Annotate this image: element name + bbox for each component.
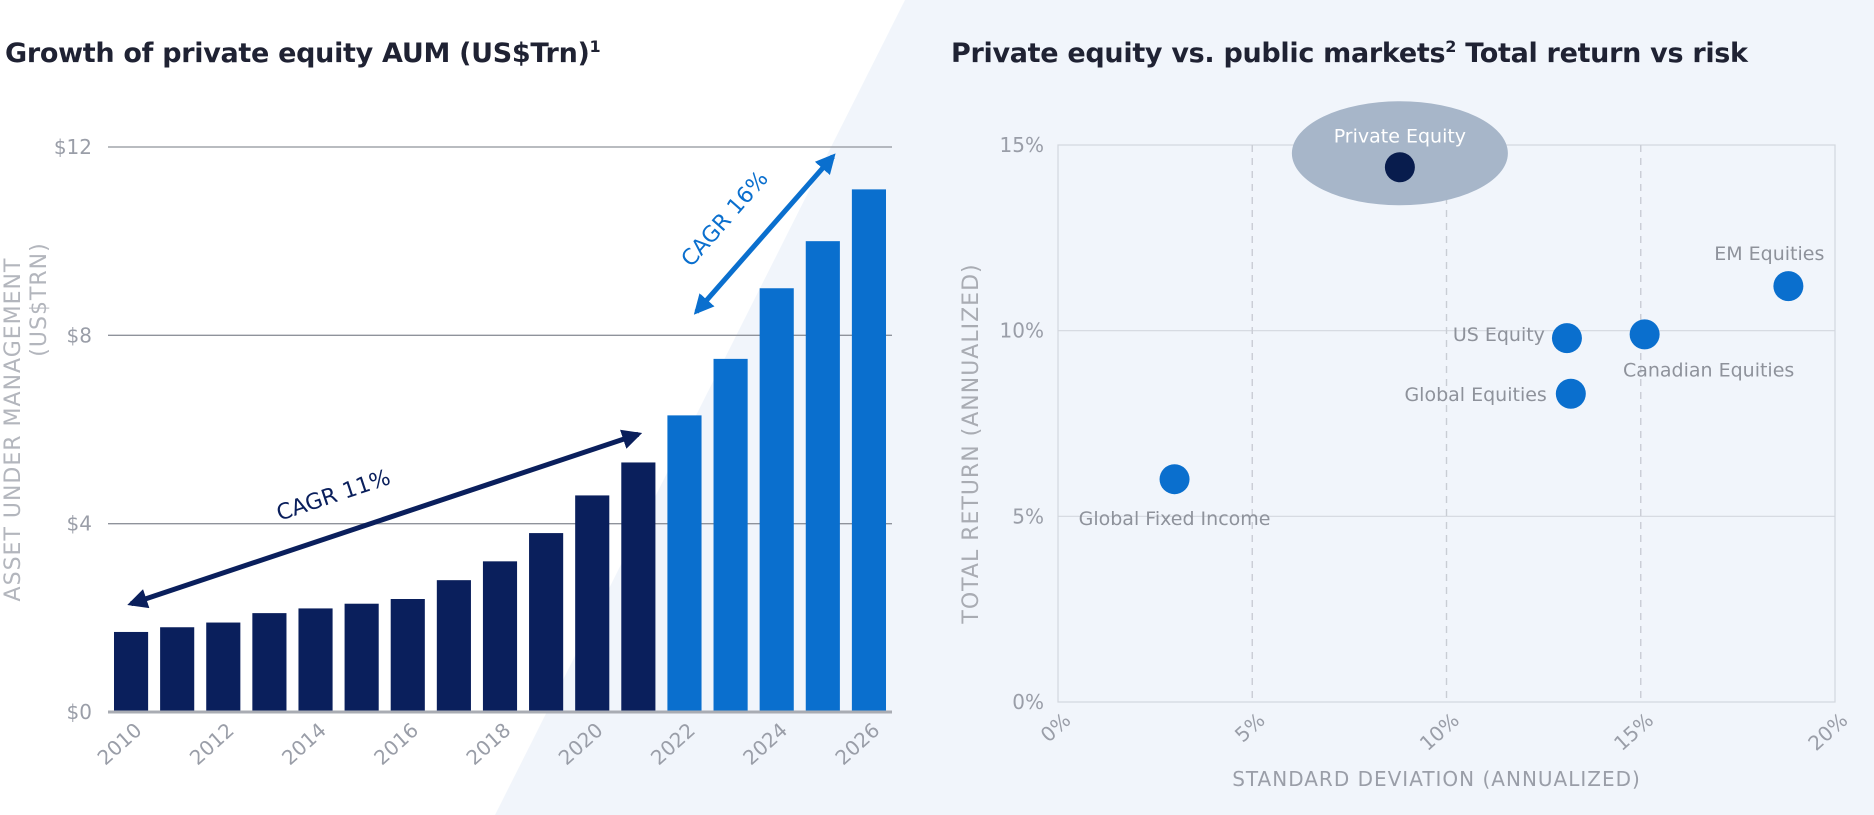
bar-chart-title: Growth of private equity AUM (US$Trn)1 xyxy=(5,37,601,69)
point-label-private-equity: Private Equity xyxy=(1334,125,1466,147)
bar-2016 xyxy=(390,599,425,712)
y-tick-label: $0 xyxy=(67,700,92,724)
point-us-equity xyxy=(1551,323,1582,354)
bar-2025 xyxy=(805,241,840,712)
y-axis-label: TOTAL RETURN (ANNUALIZED) xyxy=(959,263,984,624)
y-tick-label: 0% xyxy=(1012,690,1044,714)
x-tick-label: 15% xyxy=(1609,708,1658,756)
bar-2022 xyxy=(667,415,702,712)
x-tick-label: 10% xyxy=(1415,708,1464,756)
y-tick-label: 15% xyxy=(1000,133,1044,157)
scatter-chart-title-part1: Private equity vs. public markets xyxy=(951,38,1446,69)
scatter-chart-title-footnote: 2 xyxy=(1445,37,1457,56)
point-label-us-equity: US Equity xyxy=(1453,324,1545,346)
scatter-chart-title-part2: Total return vs risk xyxy=(1465,38,1748,69)
y-tick-label: 5% xyxy=(1012,504,1044,528)
scatter-chart-title: Private equity vs. public markets2 Total… xyxy=(951,38,1748,69)
bar-chart-title-footnote: 1 xyxy=(589,37,601,56)
bar-2023 xyxy=(713,358,748,712)
bar-2010 xyxy=(113,631,149,712)
point-global-equities xyxy=(1555,378,1586,409)
y-axis-label: ASSET UNDER MANAGEMENT xyxy=(1,258,26,602)
point-label-global-equities: Global Equities xyxy=(1404,384,1546,406)
bar-chart-title-text: Growth of private equity AUM (US$Trn) xyxy=(5,38,590,69)
point-label-em-equities: EM Equities xyxy=(1714,243,1824,265)
bar-2013 xyxy=(252,613,287,712)
point-label-global-fixed-income: Global Fixed Income xyxy=(1079,508,1271,530)
x-tick-label: 5% xyxy=(1230,708,1270,747)
point-private-equity xyxy=(1384,152,1415,183)
bar-2024 xyxy=(759,288,794,712)
cagr-arrow-2 xyxy=(693,153,836,315)
x-tick-label: 20% xyxy=(1803,708,1852,756)
bar-2015 xyxy=(344,603,379,712)
y-tick-label: $8 xyxy=(67,323,92,347)
x-axis-label: STANDARD DEVIATION (ANNUALIZED) xyxy=(1232,767,1641,791)
point-global-fixed-income xyxy=(1159,464,1190,495)
y-axis-sublabel: (US$TRN) xyxy=(27,242,52,356)
point-label-canadian-equities: Canadian Equities xyxy=(1623,359,1794,381)
point-canadian-equities xyxy=(1629,319,1660,350)
bar-2014 xyxy=(298,608,333,712)
cagr-arrow-1 xyxy=(127,429,643,609)
bar-2012 xyxy=(206,622,241,712)
bar-2026 xyxy=(851,189,887,712)
y-tick-label: 10% xyxy=(1000,319,1044,343)
y-tick-label: $12 xyxy=(54,135,92,159)
bar-2011 xyxy=(160,627,195,712)
point-em-equities xyxy=(1773,271,1804,302)
scatter-points xyxy=(1159,101,1804,495)
y-tick-label: $4 xyxy=(67,512,92,536)
